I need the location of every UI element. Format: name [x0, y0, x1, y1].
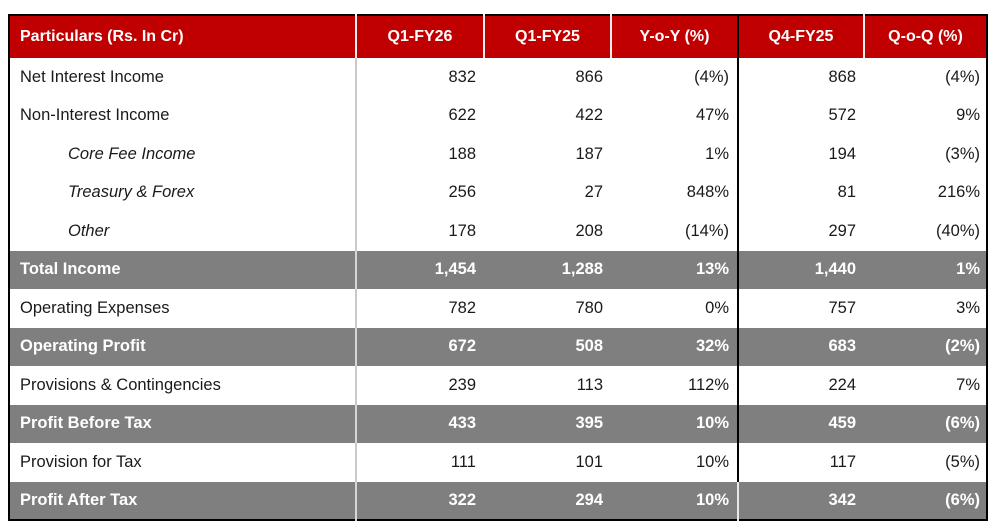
cell-value: 622: [355, 96, 484, 135]
column-header-yoy: Y-o-Y (%): [610, 15, 738, 58]
cell-value: 10%: [611, 481, 738, 520]
cell-value: 239: [355, 366, 484, 405]
row-non-interest-income: Non-Interest Income 622 422 47% 572 9%: [9, 96, 987, 135]
cell-value: 1,454: [355, 250, 484, 289]
cell-value: 1,288: [484, 250, 611, 289]
cell-value: (5%): [864, 443, 987, 482]
cell-value: 459: [737, 404, 864, 443]
row-operating-profit: Operating Profit 672 508 32% 683 (2%): [9, 327, 987, 366]
cell-value: 112%: [611, 366, 738, 405]
cell-value: 27: [484, 173, 611, 212]
cell-value: 1,440: [737, 250, 864, 289]
cell-value: 9%: [864, 96, 987, 135]
cell-value: 782: [355, 289, 484, 328]
row-profit-before-tax: Profit Before Tax 433 395 10% 459 (6%): [9, 404, 987, 443]
cell-value: (4%): [611, 58, 738, 97]
cell-value: 848%: [611, 173, 738, 212]
cell-value: 101: [484, 443, 611, 482]
cell-value: 216%: [864, 173, 987, 212]
cell-value: 256: [355, 173, 484, 212]
cell-value: 0%: [611, 289, 738, 328]
row-label: Net Interest Income: [9, 58, 356, 97]
cell-value: 111: [355, 443, 484, 482]
cell-value: 1%: [611, 135, 738, 174]
cell-value: (6%): [864, 404, 987, 443]
cell-value: 322: [355, 481, 484, 520]
cell-value: 572: [737, 96, 864, 135]
cell-value: 81: [737, 173, 864, 212]
row-operating-expenses: Operating Expenses 782 780 0% 757 3%: [9, 289, 987, 328]
cell-value: 395: [484, 404, 611, 443]
cell-value: (14%): [611, 212, 738, 251]
row-net-interest-income: Net Interest Income 832 866 (4%) 868 (4%…: [9, 58, 987, 97]
cell-value: 113: [484, 366, 611, 405]
row-label: Other: [9, 212, 356, 251]
cell-value: 10%: [611, 443, 738, 482]
row-label: Core Fee Income: [9, 135, 356, 174]
column-header-q1-fy25: Q1-FY25: [483, 15, 611, 58]
cell-value: 187: [484, 135, 611, 174]
cell-value: 47%: [611, 96, 738, 135]
row-provision-for-tax: Provision for Tax 111 101 10% 117 (5%): [9, 443, 987, 482]
financial-results-table: Particulars (Rs. In Cr) Q1-FY26 Q1-FY25 …: [8, 14, 988, 521]
cell-value: 1%: [864, 250, 987, 289]
row-label: Profit Before Tax: [9, 404, 356, 443]
cell-value: 188: [355, 135, 484, 174]
cell-value: 757: [737, 289, 864, 328]
cell-value: (3%): [864, 135, 987, 174]
cell-value: 3%: [864, 289, 987, 328]
row-total-income: Total Income 1,454 1,288 13% 1,440 1%: [9, 250, 987, 289]
row-provisions-contingencies: Provisions & Contingencies 239 113 112% …: [9, 366, 987, 405]
cell-value: (40%): [864, 212, 987, 251]
row-label: Provisions & Contingencies: [9, 366, 356, 405]
cell-value: 832: [355, 58, 484, 97]
cell-value: 194: [737, 135, 864, 174]
cell-value: 224: [737, 366, 864, 405]
cell-value: (4%): [864, 58, 987, 97]
cell-value: 508: [484, 327, 611, 366]
cell-value: 866: [484, 58, 611, 97]
row-label: Operating Profit: [9, 327, 356, 366]
row-label: Non-Interest Income: [9, 96, 356, 135]
table-header-row: Particulars (Rs. In Cr) Q1-FY26 Q1-FY25 …: [9, 15, 987, 58]
cell-value: 10%: [611, 404, 738, 443]
cell-value: 433: [355, 404, 484, 443]
row-label: Treasury & Forex: [9, 173, 356, 212]
cell-value: 32%: [611, 327, 738, 366]
cell-value: 297: [737, 212, 864, 251]
cell-value: 780: [484, 289, 611, 328]
row-label: Provision for Tax: [9, 443, 356, 482]
cell-value: 342: [737, 481, 864, 520]
row-treasury-forex: Treasury & Forex 256 27 848% 81 216%: [9, 173, 987, 212]
cell-value: 868: [737, 58, 864, 97]
cell-value: 208: [484, 212, 611, 251]
cell-value: 422: [484, 96, 611, 135]
row-label: Operating Expenses: [9, 289, 356, 328]
cell-value: 7%: [864, 366, 987, 405]
row-other-income: Other 178 208 (14%) 297 (40%): [9, 212, 987, 251]
column-header-q4-fy25: Q4-FY25: [737, 15, 864, 58]
cell-value: (6%): [864, 481, 987, 520]
row-label: Profit After Tax: [9, 481, 356, 520]
column-header-particulars: Particulars (Rs. In Cr): [9, 15, 356, 58]
column-header-q1-fy26: Q1-FY26: [355, 15, 484, 58]
cell-value: 117: [737, 443, 864, 482]
column-header-qoq: Q-o-Q (%): [863, 15, 987, 58]
cell-value: 672: [355, 327, 484, 366]
row-core-fee-income: Core Fee Income 188 187 1% 194 (3%): [9, 135, 987, 174]
cell-value: 13%: [611, 250, 738, 289]
cell-value: (2%): [864, 327, 987, 366]
row-label: Total Income: [9, 250, 356, 289]
cell-value: 178: [355, 212, 484, 251]
cell-value: 683: [737, 327, 864, 366]
row-profit-after-tax: Profit After Tax 322 294 10% 342 (6%): [9, 481, 987, 520]
cell-value: 294: [484, 481, 611, 520]
quarterly-financial-results: Particulars (Rs. In Cr) Q1-FY26 Q1-FY25 …: [8, 14, 988, 521]
